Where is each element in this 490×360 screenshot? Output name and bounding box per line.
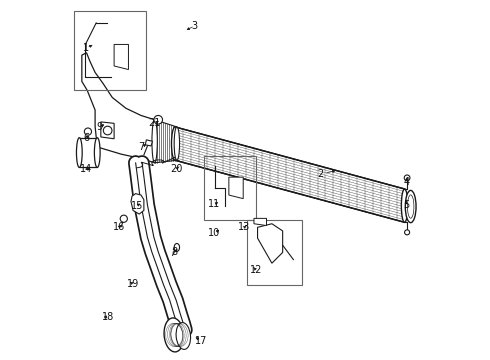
Ellipse shape (76, 138, 82, 167)
Polygon shape (254, 219, 267, 226)
Text: 8: 8 (171, 247, 177, 257)
Text: 15: 15 (130, 201, 143, 211)
Circle shape (103, 126, 112, 135)
Text: 5: 5 (403, 200, 410, 210)
Text: 16: 16 (113, 222, 125, 232)
Circle shape (154, 116, 163, 124)
Bar (204, 156, 256, 220)
Polygon shape (155, 120, 177, 163)
Polygon shape (258, 224, 283, 263)
Polygon shape (229, 177, 243, 199)
Text: 20: 20 (171, 163, 183, 174)
Text: 3: 3 (192, 21, 198, 31)
Text: 9: 9 (97, 122, 103, 132)
Polygon shape (82, 53, 155, 163)
Ellipse shape (152, 120, 157, 163)
Polygon shape (101, 122, 114, 139)
Text: 13: 13 (238, 222, 250, 232)
Ellipse shape (401, 189, 408, 222)
Circle shape (120, 215, 127, 222)
Ellipse shape (172, 127, 179, 160)
Polygon shape (175, 127, 405, 222)
Text: 21: 21 (148, 118, 161, 128)
Ellipse shape (174, 243, 179, 251)
Text: 1: 1 (83, 43, 90, 53)
Polygon shape (131, 194, 144, 214)
Text: 2: 2 (317, 168, 323, 179)
Text: 14: 14 (80, 164, 93, 174)
Text: 11: 11 (208, 199, 220, 210)
Ellipse shape (164, 318, 184, 352)
Text: 6: 6 (83, 133, 90, 143)
Circle shape (405, 230, 410, 235)
Text: 12: 12 (249, 265, 262, 275)
Ellipse shape (408, 195, 414, 218)
Text: 7: 7 (139, 142, 145, 152)
Text: 10: 10 (208, 228, 220, 238)
Circle shape (404, 175, 410, 181)
Ellipse shape (405, 190, 416, 223)
Polygon shape (114, 44, 128, 69)
Text: 17: 17 (195, 336, 207, 346)
Polygon shape (146, 140, 152, 146)
Ellipse shape (95, 138, 100, 167)
Circle shape (84, 128, 92, 135)
Polygon shape (79, 138, 97, 167)
Ellipse shape (176, 323, 191, 350)
Bar (74, 12, 147, 90)
Text: 18: 18 (102, 312, 114, 322)
Text: 4: 4 (403, 177, 410, 187)
Bar (247, 220, 302, 285)
Text: 19: 19 (127, 279, 139, 289)
Ellipse shape (174, 127, 179, 160)
